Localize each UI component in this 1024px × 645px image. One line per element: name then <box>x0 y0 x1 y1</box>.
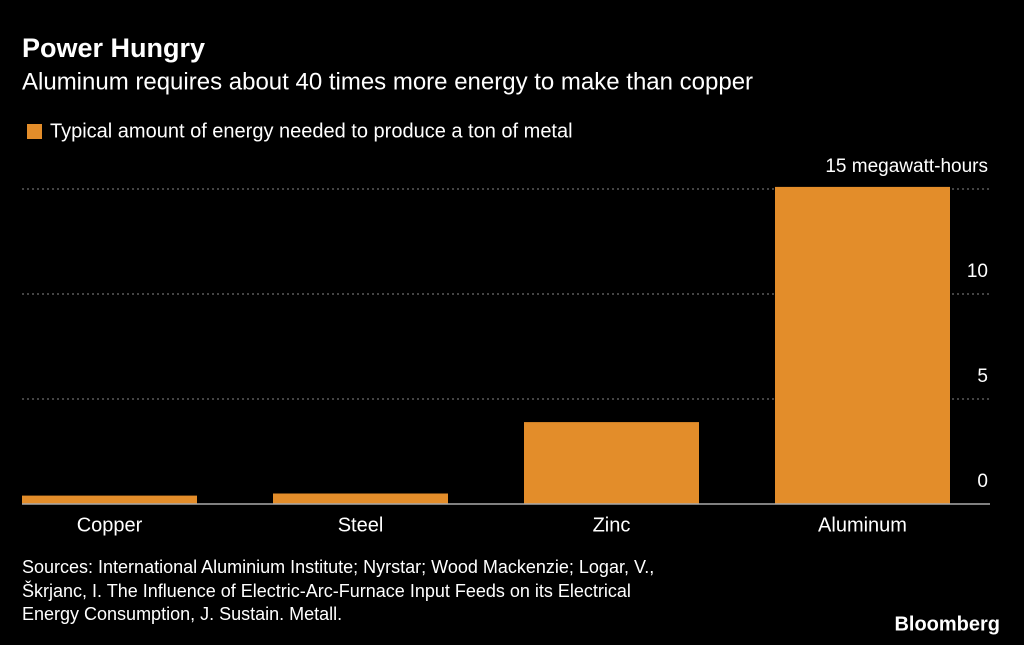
legend-swatch <box>27 124 42 139</box>
source: Energy Consumption, J. Sustain. Metall. <box>22 604 342 624</box>
chart-subtitle: Aluminum requires about 40 times more en… <box>22 68 753 95</box>
y-tick-label: 10 <box>967 261 988 282</box>
x-tick-label: Copper <box>77 514 143 536</box>
x-tick-label: Steel <box>338 514 384 536</box>
brand: Bloomberg <box>894 613 1000 635</box>
y-tick-label: 0 <box>977 471 988 492</box>
chart-title: Power Hungry <box>22 33 205 63</box>
bar <box>22 495 197 504</box>
x-tick-label: Zinc <box>593 514 631 536</box>
y-tick-label: 5 <box>977 366 988 387</box>
bar <box>775 186 950 504</box>
bar <box>273 493 448 504</box>
source: Škrjanc, I. The Influence of Electric-Ar… <box>22 580 631 601</box>
legend-label: Typical amount of energy needed to produ… <box>50 120 573 142</box>
source: Sources: International Aluminium Institu… <box>22 557 654 577</box>
bar <box>524 422 699 504</box>
x-tick-label: Aluminum <box>818 514 907 536</box>
y-tick-label: 15 megawatt-hours <box>825 156 988 177</box>
